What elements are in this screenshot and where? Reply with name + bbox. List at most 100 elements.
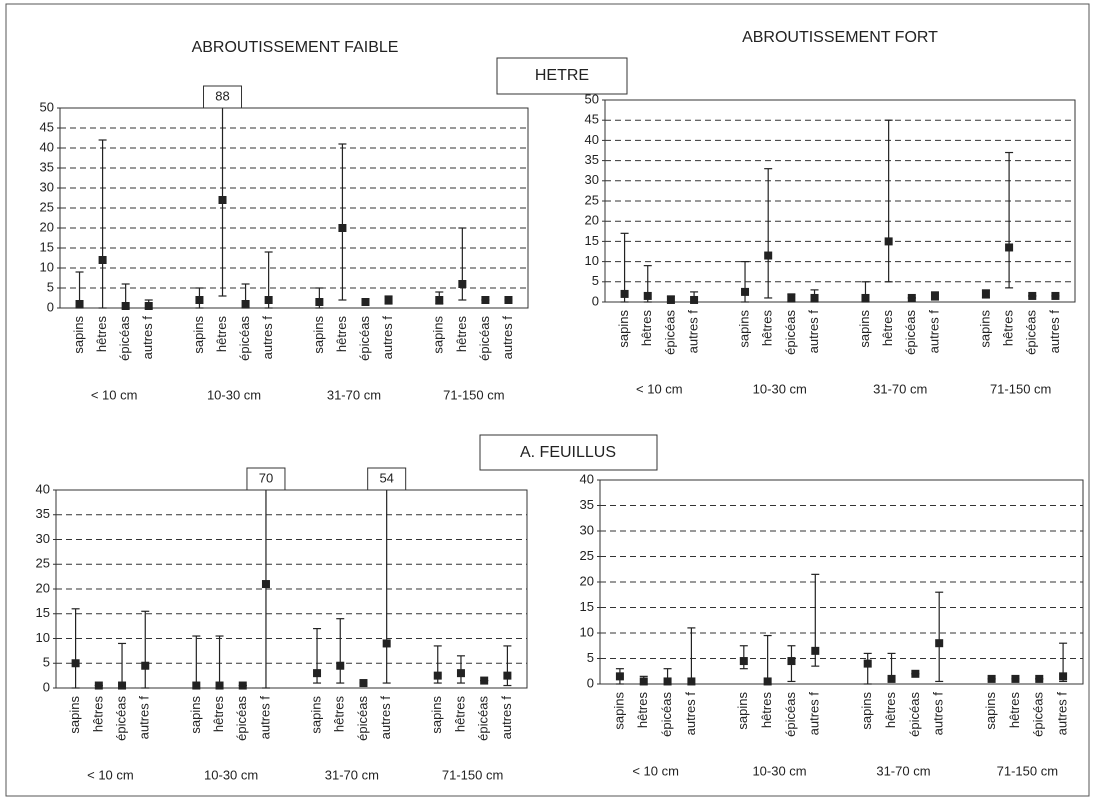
marker	[118, 681, 127, 690]
marker	[643, 291, 652, 300]
marker	[615, 672, 624, 681]
marker	[195, 296, 204, 304]
x-tick-label: hêtres	[639, 310, 654, 347]
marker	[215, 681, 224, 690]
x-tick-label: sapins	[429, 696, 444, 734]
marker	[930, 291, 939, 300]
marker	[121, 302, 130, 310]
x-tick-label: sapins	[977, 310, 992, 348]
row-title: HETRE	[535, 67, 589, 84]
x-tick-label: autres f	[1055, 692, 1070, 736]
x-tick-label: autres f	[499, 696, 514, 740]
y-tick-label: 5	[47, 279, 54, 294]
marker	[382, 639, 391, 648]
marker	[144, 302, 153, 310]
marker	[741, 287, 750, 296]
x-tick-label: épicéas	[234, 696, 249, 741]
marker	[811, 646, 820, 655]
marker	[1035, 674, 1044, 683]
x-tick-label: sapins	[611, 692, 626, 730]
marker	[1059, 672, 1068, 681]
x-tick-label: épicéas	[476, 696, 491, 741]
marker	[663, 677, 672, 686]
x-tick-label: sapins	[857, 310, 872, 348]
y-tick-label: 10	[40, 259, 54, 274]
marker	[987, 674, 996, 683]
x-tick-label: sapins	[983, 692, 998, 730]
marker	[861, 293, 870, 302]
overflow-box	[367, 467, 407, 491]
y-tick-label: 50	[585, 91, 599, 106]
y-tick-label: 40	[580, 471, 594, 486]
frame	[5, 3, 1090, 797]
overflow-label: 70	[259, 470, 273, 485]
group-label: < 10 cm	[87, 767, 134, 782]
group-label: 71-150 cm	[997, 763, 1058, 778]
y-tick-label: 10	[36, 630, 50, 645]
y-tick-label: 15	[585, 233, 599, 248]
x-tick-label: hêtres	[334, 316, 349, 353]
x-tick-label: épicéas	[477, 316, 492, 361]
marker	[481, 296, 490, 304]
group-label: 10-30 cm	[204, 767, 258, 782]
marker	[764, 251, 773, 260]
y-tick-label: 5	[592, 273, 599, 288]
marker	[1051, 291, 1060, 300]
y-tick-label: 45	[585, 112, 599, 127]
overflow-box	[246, 467, 286, 491]
marker	[503, 671, 512, 680]
group-label: 31-70 cm	[325, 767, 379, 782]
x-tick-label: épicéas	[355, 696, 370, 741]
marker	[141, 661, 150, 670]
x-tick-label: autres f	[806, 310, 821, 354]
y-tick-label: 15	[36, 605, 50, 620]
x-tick-label: épicéas	[1024, 310, 1039, 355]
x-tick-label: sapins	[67, 696, 82, 734]
row-title-box	[479, 434, 658, 471]
group-label: 71-150 cm	[443, 387, 504, 402]
x-tick-label: hêtres	[94, 316, 109, 353]
group-label: 31-70 cm	[327, 387, 381, 402]
x-tick-label: épicéas	[783, 310, 798, 355]
group-label: < 10 cm	[632, 763, 679, 778]
x-tick-label: sapins	[191, 316, 206, 354]
marker	[261, 580, 270, 589]
marker	[71, 659, 80, 668]
x-tick-label: hêtres	[1001, 310, 1016, 347]
y-tick-label: 10	[580, 624, 594, 639]
marker	[810, 293, 819, 302]
marker	[238, 681, 247, 690]
y-tick-label: 0	[592, 293, 599, 308]
marker	[935, 639, 944, 648]
marker	[887, 674, 896, 683]
x-tick-label: épicéas	[113, 696, 128, 741]
x-tick-label: sapins	[616, 310, 631, 348]
overflow-label: 54	[379, 470, 393, 485]
marker	[264, 296, 273, 304]
x-tick-label: hêtres	[214, 316, 229, 353]
x-tick-label: hêtres	[454, 316, 469, 353]
marker	[1011, 674, 1020, 683]
x-tick-label: autres f	[378, 696, 393, 740]
x-tick-label: épicéas	[357, 316, 372, 361]
marker	[336, 661, 345, 670]
group-label: < 10 cm	[636, 381, 683, 396]
x-tick-label: épicéas	[783, 692, 798, 737]
y-tick-label: 40	[585, 132, 599, 147]
marker	[75, 300, 84, 308]
marker	[94, 681, 103, 690]
marker	[456, 669, 465, 678]
y-tick-label: 30	[580, 522, 594, 537]
x-tick-label: autres f	[500, 316, 515, 360]
column-title: ABROUTISSEMENT FAIBLE	[192, 39, 399, 56]
x-tick-label: autres f	[260, 316, 275, 360]
x-tick-label: épicéas	[659, 692, 674, 737]
overflow-label: 88	[215, 88, 229, 103]
marker	[981, 289, 990, 298]
marker	[884, 237, 893, 246]
marker	[338, 224, 347, 232]
marker	[98, 256, 107, 264]
x-tick-label: autres f	[686, 310, 701, 354]
y-tick-label: 25	[580, 548, 594, 563]
